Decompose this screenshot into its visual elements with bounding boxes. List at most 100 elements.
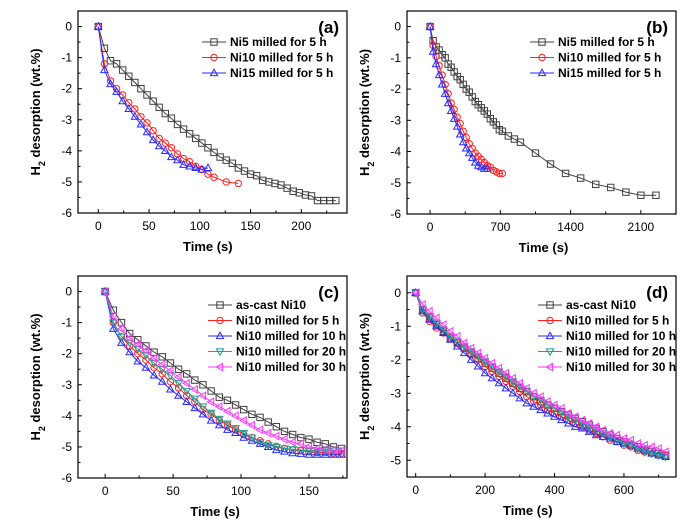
data-point: [577, 420, 587, 429]
x-tick-label: 1400: [557, 220, 584, 234]
series-line: [429, 26, 488, 170]
data-point: [660, 447, 669, 457]
data-point: [431, 59, 441, 68]
data-point: [106, 79, 115, 88]
data-point: [494, 368, 504, 377]
plot-frame: [77, 10, 348, 214]
data-point: [435, 61, 443, 70]
data-point: [501, 368, 510, 378]
data-point: [304, 441, 313, 451]
data-point: [234, 179, 243, 188]
data-point: [445, 334, 455, 343]
data-point: [108, 319, 118, 328]
data-point: [197, 164, 207, 173]
data-point: [445, 326, 454, 336]
data-point: [288, 448, 298, 457]
data-point: [434, 70, 444, 79]
legend-entry: Ni10 milled for 5 h: [230, 51, 333, 65]
data-point: [264, 418, 272, 426]
data-point: [652, 191, 660, 199]
data-point: [438, 320, 447, 330]
data-point: [607, 183, 615, 192]
data-point: [158, 353, 166, 361]
data-point: [470, 157, 480, 166]
data-point: [543, 401, 553, 410]
data-point: [191, 376, 199, 384]
data-point: [167, 114, 176, 122]
data-point: [167, 144, 176, 152]
data-point: [137, 84, 145, 93]
data-point: [336, 446, 345, 456]
y-tick-label: -4: [61, 144, 72, 158]
data-point: [424, 306, 433, 316]
legend-marker: [538, 38, 546, 46]
data-point: [214, 415, 224, 424]
data-point: [160, 146, 170, 154]
y-tick-label: -4: [390, 420, 401, 434]
legend-marker: [545, 331, 555, 340]
data-point: [288, 430, 297, 439]
data-point: [112, 86, 122, 95]
data-point: [255, 425, 264, 435]
data-point: [185, 161, 195, 170]
data-point: [271, 445, 281, 454]
data-point: [155, 103, 163, 112]
data-point: [125, 329, 134, 338]
data-point: [161, 109, 169, 118]
legend-entry: Ni10 milled for 10 h: [566, 329, 676, 343]
data-point: [494, 363, 503, 373]
y-tick-label: -3: [390, 386, 401, 400]
data-point: [154, 141, 164, 150]
data-point: [313, 438, 321, 446]
data-point: [432, 321, 441, 330]
data-point: [332, 196, 340, 205]
data-point: [482, 163, 492, 172]
y-tick-label: -6: [390, 207, 401, 221]
data-point: [570, 416, 580, 425]
x-tick-label: 100: [190, 219, 210, 233]
data-point: [598, 425, 607, 435]
data-point: [215, 393, 223, 401]
data-point: [272, 423, 281, 431]
x-axis-label: Time (s): [190, 504, 240, 519]
data-point: [522, 398, 532, 407]
data-point: [165, 366, 174, 376]
data-point: [459, 343, 469, 352]
data-point: [263, 442, 273, 451]
data-point: [185, 130, 194, 138]
data-point: [141, 346, 150, 356]
legend-marker: [546, 301, 554, 309]
data-point: [108, 311, 117, 321]
legend-entry: Ni10 milled for 5 h: [566, 314, 669, 328]
legend-marker: [215, 362, 224, 372]
x-tick-label: 700: [490, 220, 510, 234]
data-point: [515, 393, 525, 402]
data-point: [480, 368, 490, 377]
data-point: [203, 163, 213, 172]
data-point: [157, 360, 166, 370]
data-point: [247, 420, 255, 430]
data-point: [487, 363, 497, 372]
data-point: [462, 133, 470, 142]
data-point: [612, 430, 621, 440]
data-point: [210, 173, 218, 181]
series: [94, 22, 243, 188]
data-point: [108, 324, 118, 332]
data-point: [626, 435, 634, 445]
data-point: [214, 420, 224, 429]
legend-marker: [216, 301, 224, 309]
data-point: [508, 388, 518, 397]
data-point: [632, 439, 641, 448]
legend-entry: Ni10 milled for 5 h: [236, 314, 339, 328]
data-point: [240, 405, 248, 414]
series-line: [104, 291, 342, 449]
data-point: [467, 152, 477, 161]
data-point: [112, 60, 121, 68]
legend-entry: Ni10 milled for 5 h: [558, 51, 661, 65]
legend-entry: Ni15 milled for 5 h: [230, 66, 333, 80]
data-point: [297, 433, 305, 442]
data-point: [591, 430, 601, 439]
x-tick-label: 200: [475, 483, 495, 497]
data-point: [130, 111, 140, 120]
